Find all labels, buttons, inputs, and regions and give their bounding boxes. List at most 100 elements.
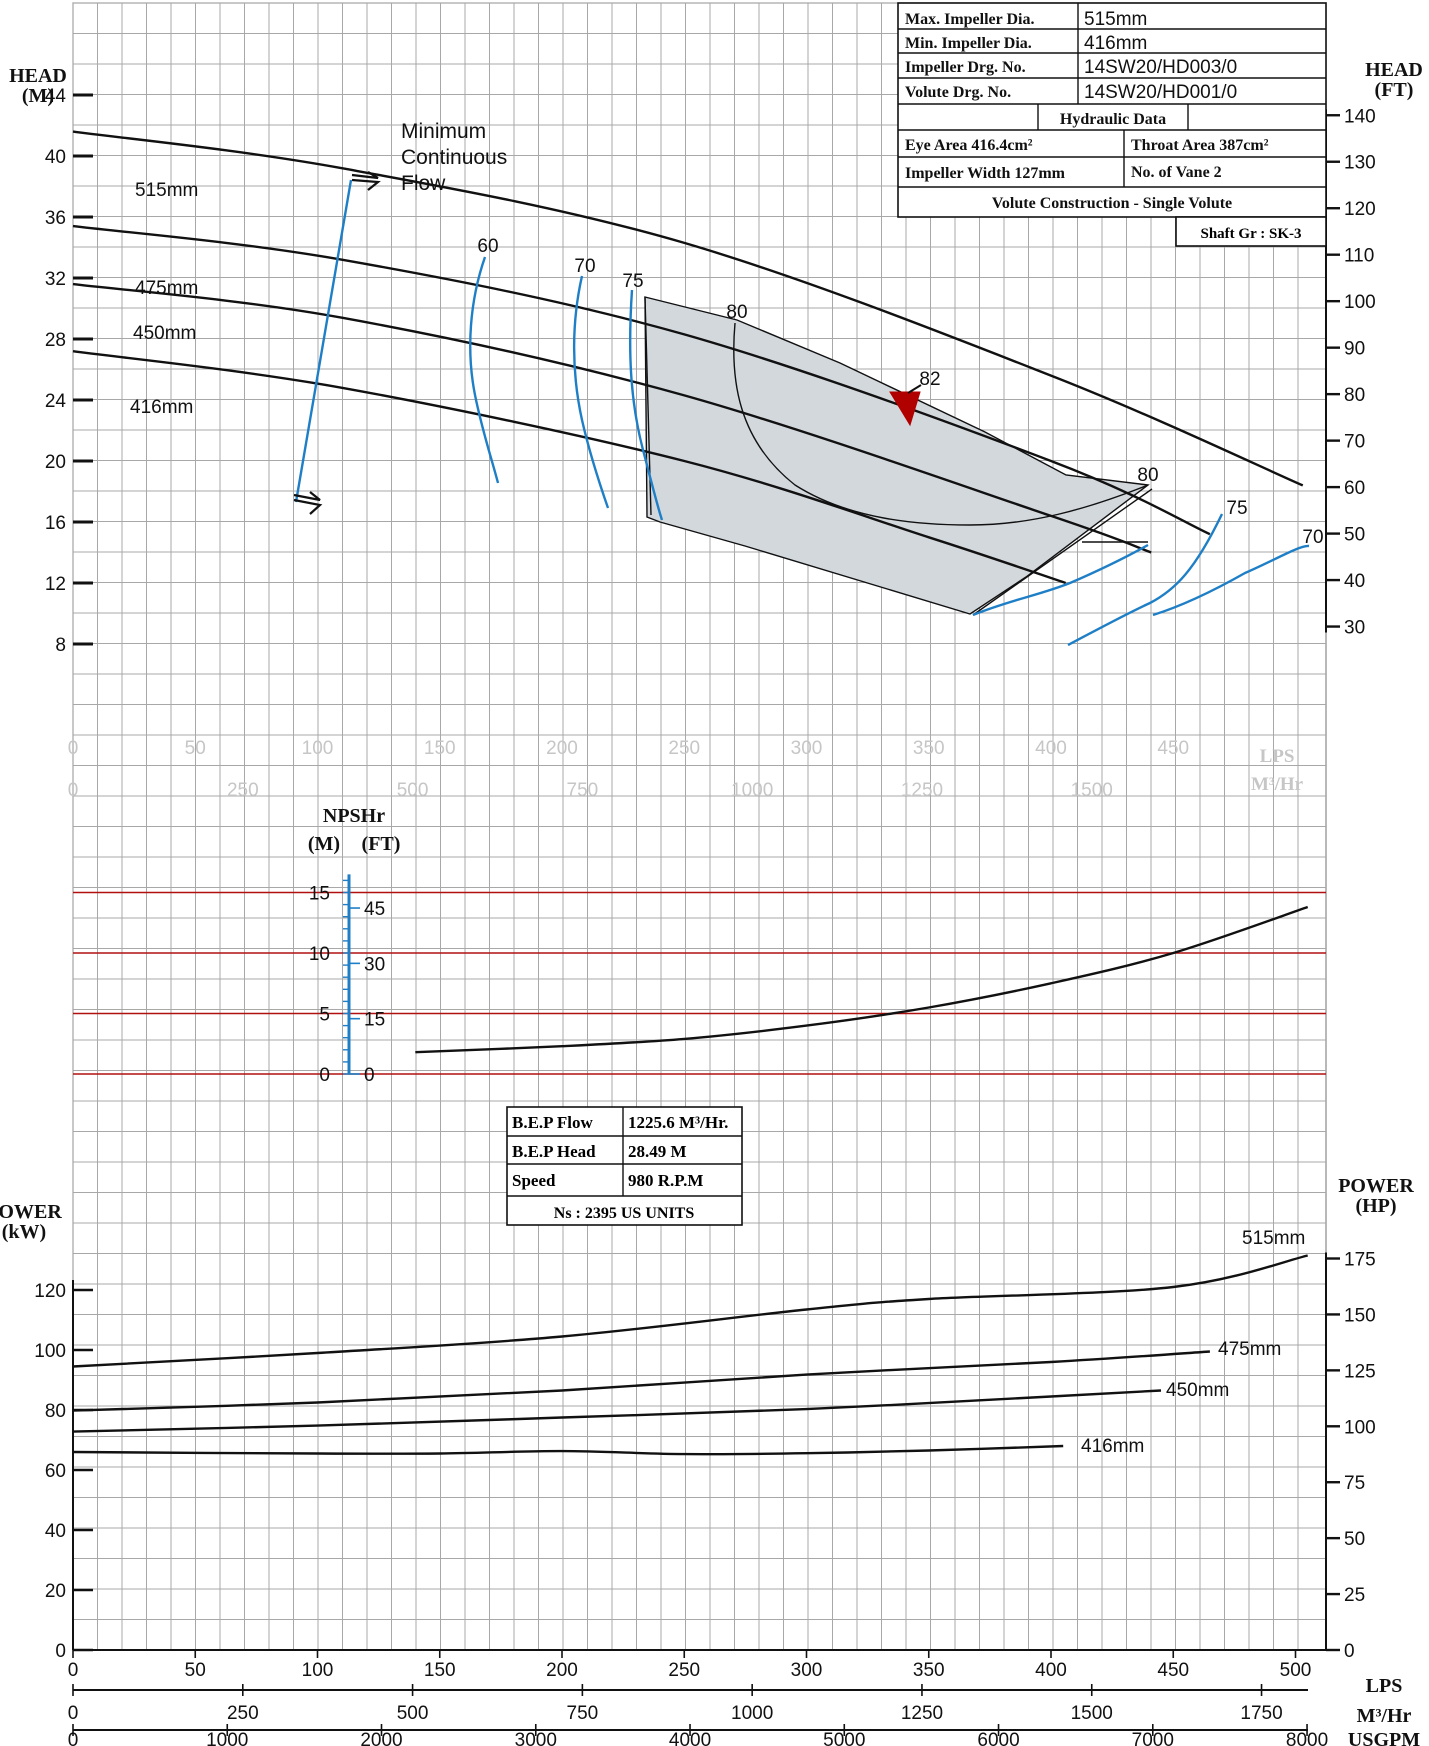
head-lps-tick-label: 0 (68, 738, 79, 759)
bep-marker-icon (889, 391, 921, 427)
specific-speed: Ns : 2395 US UNITS (554, 1205, 695, 1222)
power-curve-label-515mm: 515mm (1242, 1228, 1305, 1249)
power-kw-tick-label: 20 (45, 1581, 66, 1602)
head-ft-title-line2: (FT) (1375, 79, 1414, 101)
power-hp-tick-label: 150 (1344, 1305, 1376, 1326)
minimum-continuous-flow-annotation: Minimum Continuous Flow (401, 120, 507, 195)
impeller-width: Impeller Width 127mm (905, 165, 1066, 182)
npsh-ft-tick-label: 0 (364, 1065, 375, 1086)
m3hr-tick-label: 1000 (731, 1703, 773, 1724)
efficiency-label-70: 70 (574, 256, 595, 277)
head-curve-label-416mm: 416mm (130, 397, 193, 418)
efficiency-label-75: 75 (622, 271, 643, 292)
head-m3hr-tick-label: 250 (227, 780, 259, 801)
lps-tick-label: 350 (913, 1660, 945, 1681)
power-kw-tick-label: 40 (45, 1521, 66, 1542)
chart-grid (72, 2, 1327, 1651)
npsh-title: NPSHr (323, 805, 385, 827)
bep-head-value: 28.49 M (628, 1142, 687, 1161)
power-curve-label-475mm: 475mm (1218, 1339, 1281, 1360)
usgpm-tick-label: 0 (68, 1730, 79, 1746)
head-ft-tick-label: 50 (1344, 525, 1365, 546)
head-m-tick-label: 12 (45, 574, 66, 595)
lps-tick-label: 450 (1157, 1660, 1189, 1681)
lps-axis-title: LPS (1366, 1675, 1403, 1697)
efficiency-label-70: 70 (1302, 527, 1323, 548)
efficiency-line-left-0 (469, 256, 500, 484)
head-curve-label-450mm: 450mm (133, 323, 196, 344)
eye-area: Eye Area 416.4cm² (905, 137, 1033, 154)
m3hr-tick-label: 500 (397, 1703, 429, 1724)
power-kw-tick-label: 100 (34, 1341, 66, 1362)
volute-construction: Volute Construction - Single Volute (992, 195, 1232, 212)
power-kw-tick-label: 60 (45, 1461, 66, 1482)
npsh-m-tick-label: 10 (309, 944, 330, 965)
head-ft-tick-label: 120 (1344, 199, 1376, 220)
impeller-drawing-label: Impeller Drg. No. (905, 59, 1026, 76)
head-m-title-line2: (M) (22, 85, 54, 107)
efficiency-line-left-1 (572, 275, 610, 509)
head-m-tick-label: 20 (45, 452, 66, 473)
head-ft-tick-label: 130 (1344, 153, 1376, 174)
max-impeller-label: Max. Impeller Dia. (905, 11, 1034, 28)
head-curve-label-475mm: 475mm (135, 278, 198, 299)
head-m3hr-tick-label: 0 (68, 780, 79, 801)
head-ft-tick-label: 70 (1344, 432, 1365, 453)
power-curve-416mm (72, 1444, 1064, 1456)
usgpm-tick-label: 2000 (360, 1730, 402, 1746)
hydraulic-data-table: Max. Impeller Dia. 515mm Min. Impeller D… (897, 2, 1327, 247)
min-flow-arrow-top-icon (351, 171, 381, 191)
usgpm-tick-label: 1000 (206, 1730, 248, 1746)
head-ft-tick-label: 40 (1344, 571, 1365, 592)
power-curve-475mm (72, 1350, 1210, 1412)
usgpm-tick-label: 3000 (515, 1730, 557, 1746)
speed-value: 980 R.P.M (628, 1171, 703, 1190)
head-ft-tick-label: 80 (1344, 385, 1365, 406)
efficiency-label-80: 80 (1137, 465, 1158, 486)
head-m-tick-label: 32 (45, 269, 66, 290)
head-ft-tick-label: 90 (1344, 339, 1365, 360)
usgpm-tick-label: 7000 (1132, 1730, 1174, 1746)
speed-label: Speed (512, 1171, 556, 1190)
head-ft-tick-label: 140 (1344, 106, 1376, 127)
head-ft-tick-label: 110 (1344, 246, 1374, 267)
efficiency-label-80: 80 (726, 302, 747, 323)
head-lps-tick-label: 450 (1157, 738, 1189, 759)
head-m3hr-tick-label: 750 (567, 780, 599, 801)
bep-flow-label: B.E.P Flow (512, 1113, 593, 1132)
npsh-ft-unit: (FT) (362, 833, 401, 855)
head-lps-tick-label: 150 (424, 738, 456, 759)
head-lps-tick-label: 250 (668, 738, 700, 759)
min-flow-line2: Continuous (401, 146, 507, 169)
power-hp-tick-label: 0 (1344, 1641, 1355, 1662)
lps-tick-label: 150 (424, 1660, 456, 1681)
head-lps-tick-label: 200 (546, 738, 578, 759)
region-right-boundary (972, 488, 1153, 616)
usgpm-tick-label: 5000 (823, 1730, 865, 1746)
usgpm-tick-label: 4000 (669, 1730, 711, 1746)
lps-tick-label: 100 (302, 1660, 334, 1681)
power-kw-title-line1: POWER (0, 1201, 62, 1223)
min-flow-line3: Flow (401, 172, 446, 195)
lps-tick-label: 400 (1035, 1660, 1067, 1681)
head-m-tick-label: 24 (45, 391, 67, 412)
efficiency-label-82: 82 (919, 369, 940, 390)
power-hp-tick-label: 125 (1344, 1361, 1376, 1382)
head-m-tick-label: 44 (45, 86, 67, 107)
npsh-ft-tick-label: 30 (364, 954, 385, 975)
impeller-drawing-value: 14SW20/HD003/0 (1084, 57, 1237, 78)
power-kw-tick-label: 120 (34, 1281, 66, 1302)
head-ft-tick-label: 60 (1344, 478, 1365, 499)
efficiency-curves: 60 70 75 80 82 80 75 70 (293, 171, 1324, 647)
head-m-tick-label: 16 (45, 513, 66, 534)
m3hr-tick-label: 1250 (901, 1703, 943, 1724)
head-panel: 515mm 475mm 450mm 416mm 60 70 75 80 82 80 75 70 8 1… (9, 59, 1423, 801)
volute-drawing-value: 14SW20/HD001/0 (1084, 82, 1237, 103)
m3hr-tick-label: 1500 (1071, 1703, 1113, 1724)
throat-area: Throat Area 387cm² (1131, 137, 1269, 154)
head-m3hr-tick-label: 500 (397, 780, 429, 801)
head-lps-tick-label: 400 (1035, 738, 1067, 759)
lps-tick-label: 0 (68, 1660, 79, 1681)
lps-tick-label: 300 (791, 1660, 823, 1681)
